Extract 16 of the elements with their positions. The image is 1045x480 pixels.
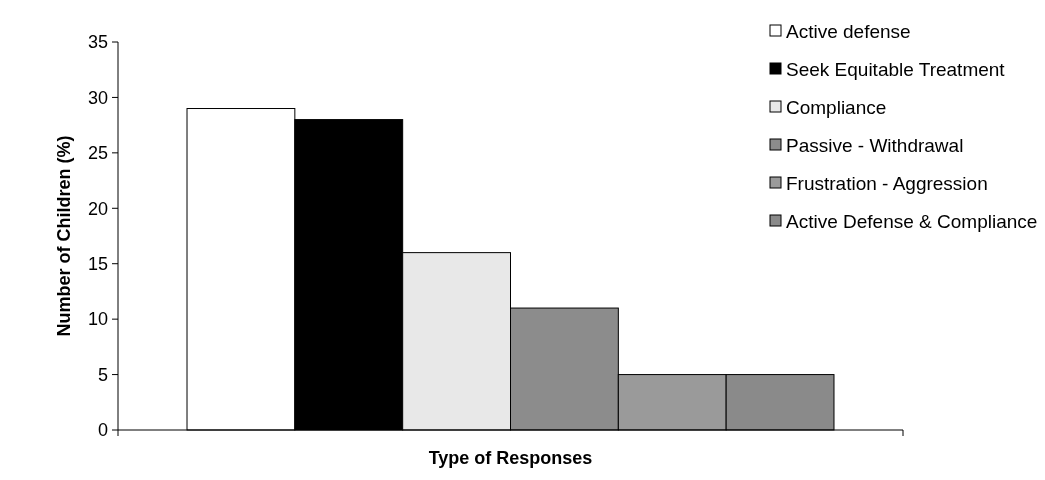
- y-axis-title: Number of Children (%): [54, 135, 74, 337]
- y-tick-label: 25: [87, 143, 108, 164]
- y-tick-label: 15: [87, 254, 108, 275]
- y-tick-label: 10: [87, 309, 108, 330]
- y-tick-label: 5: [97, 364, 108, 385]
- legend-label: Compliance: [786, 96, 887, 118]
- y-tick-label: 35: [87, 32, 108, 53]
- legend-label: Active Defense & Compliance: [786, 210, 1038, 232]
- legend-label: Seek Equitable Treatment: [786, 58, 1006, 80]
- legend-label: Passive - Withdrawal: [786, 134, 964, 156]
- legend-label: Active defense: [786, 20, 911, 42]
- legend-label: Frustration - Aggression: [786, 172, 988, 194]
- x-axis-title: Type of Responses: [428, 448, 593, 468]
- y-tick-label: 20: [87, 198, 108, 219]
- y-tick-label: 30: [87, 87, 108, 108]
- y-tick-label: 0: [97, 420, 108, 441]
